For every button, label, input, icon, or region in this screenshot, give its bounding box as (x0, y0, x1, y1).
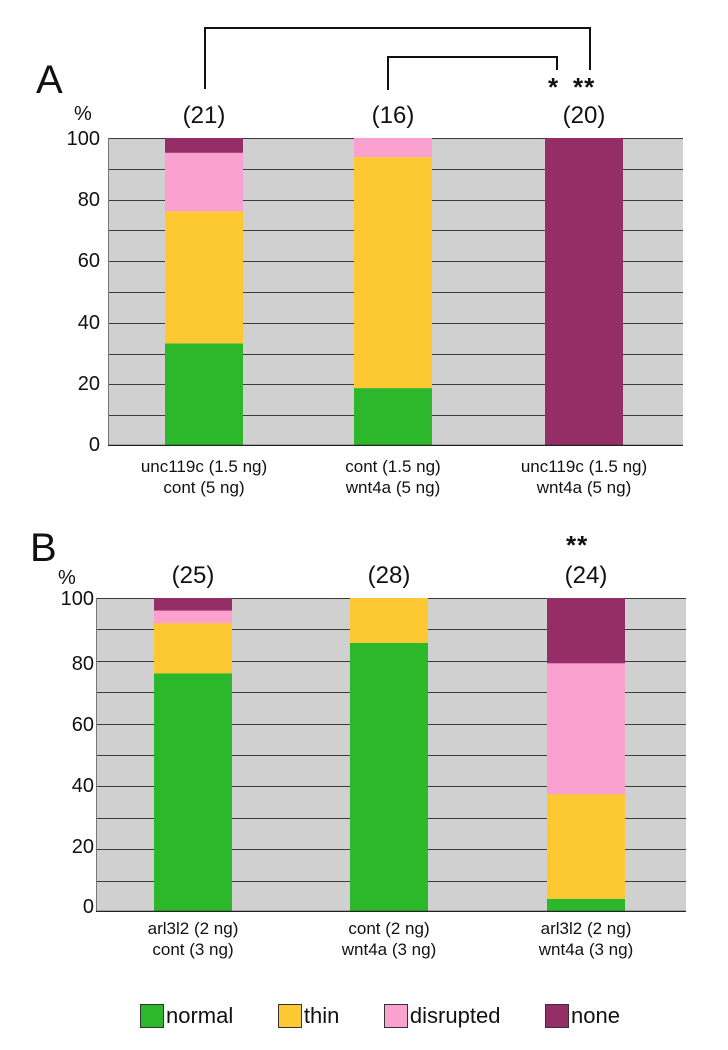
legend-swatch-disrupted (383, 1004, 408, 1028)
panel-b-bar-1-thin (154, 623, 232, 674)
bracket-lane2-vs-lane3 (387, 56, 558, 90)
panel-a-ytick-20: 20 (77, 373, 100, 395)
panel-a-x-label-2: cont (1.5 ng) wnt4a (5 ng) (293, 456, 493, 498)
panel-b-n-label-3: (24) (564, 562, 608, 589)
panel-a-significance-single: * (548, 72, 560, 102)
legend-item-none: none (545, 1003, 620, 1029)
panel-a-n-label-3: (20) (562, 102, 606, 129)
panel-a-letter: A (36, 58, 63, 102)
bracket-lane1-vs-lane3 (204, 27, 591, 89)
panel-b-x-label-2: cont (2 ng) wnt4a (3 ng) (289, 918, 489, 960)
panel-a-y-unit: % (74, 103, 92, 125)
panel-b-bar-3-none (547, 598, 625, 664)
legend-item-normal: normal (140, 1003, 233, 1029)
panel-b-letter: B (30, 526, 57, 570)
panel-b-bar-1-disrupted (154, 610, 232, 624)
panel-b-n-label-2: (28) (367, 562, 411, 589)
legend-label-none: none (571, 1003, 620, 1028)
panel-b-bar-2-normal (350, 642, 428, 912)
legend-swatch-none (545, 1004, 570, 1028)
panel-b-x-label-2-line2: wnt4a (3 ng) (341, 940, 437, 959)
panel-b-x-label-3: arl3l2 (2 ng) wnt4a (3 ng) (486, 918, 686, 960)
panel-a-significance-brackets (204, 27, 591, 90)
panel-b-ytick-60: 60 (71, 714, 94, 736)
panel-b-bar-1-none (154, 598, 232, 611)
panel-a-ytick-0: 0 (88, 434, 100, 456)
panel-b-significance-double: ** (566, 530, 589, 560)
panel-b-ytick-0: 0 (82, 896, 94, 918)
panel-a-bar-1-thin (165, 211, 243, 344)
legend-item-disrupted: disrupted (383, 1003, 501, 1029)
panel-a-bar-2-disrupted (354, 138, 432, 158)
panel-a-x-label-3-line1: unc119c (1.5 ng) (520, 457, 648, 476)
panel-b-bar-3-disrupted (547, 663, 625, 795)
panel-b-ytick-40: 40 (71, 775, 94, 797)
panel-b-bar-3-normal (547, 898, 625, 912)
panel-b-x-label-2-line1: cont (2 ng) (348, 919, 430, 938)
panel-a-ytick-100: 100 (66, 128, 100, 150)
panel-b-y-unit: % (58, 567, 76, 589)
panel-a-significance-double: ** (573, 72, 596, 102)
panel-a-ytick-60: 60 (77, 250, 100, 272)
panel-a-n-label-2: (16) (371, 102, 415, 129)
panel-a-plot (108, 138, 683, 446)
panel-b-bar-1-normal (154, 673, 232, 912)
panel-a-x-label-2-line2: wnt4a (5 ng) (345, 478, 441, 497)
panel-b-x-label-1-line1: arl3l2 (2 ng) (147, 919, 239, 938)
legend-label-disrupted: disrupted (409, 1003, 501, 1028)
panel-a-bar-3-none (545, 138, 623, 446)
panel-b-ytick-20: 20 (71, 836, 94, 858)
panel-a-n-label-1: (21) (182, 102, 226, 129)
panel-a-bar-1-disrupted (165, 152, 243, 212)
panel-a-bar-2-normal (354, 388, 432, 446)
panel-a-x-label-1-line1: unc119c (1.5 ng) (140, 457, 268, 476)
panel-b-x-label-1-line2: cont (3 ng) (152, 940, 234, 959)
panel-b-bar-3-thin (547, 794, 625, 899)
panel-b-x-label-3-line2: wnt4a (3 ng) (538, 940, 634, 959)
panel-b-ytick-80: 80 (71, 653, 94, 675)
legend-swatch-thin (277, 1004, 302, 1028)
legend-swatch-normal (140, 1004, 164, 1028)
panel-a-x-label-1: unc119c (1.5 ng) cont (5 ng) (104, 456, 304, 498)
legend-label-normal: normal (166, 1003, 234, 1028)
panel-b-x-label-3-line1: arl3l2 (2 ng) (540, 919, 632, 938)
panel-a-bar-1-none (165, 138, 243, 153)
panel-a-x-label-1-line2: cont (5 ng) (163, 478, 245, 497)
panel-a-ytick-80: 80 (77, 189, 100, 211)
legend-label-thin: thin (303, 1003, 340, 1028)
panel-a-ytick-40: 40 (77, 312, 100, 334)
legend-item-thin: thin (277, 1003, 340, 1029)
panel-a-x-label-2-line1: cont (1.5 ng) (345, 457, 441, 476)
panel-b-plot (96, 598, 686, 912)
panel-a-bar-2-thin (354, 157, 432, 389)
panel-b-ytick-100: 100 (60, 588, 94, 610)
panel-b-x-label-1: arl3l2 (2 ng) cont (3 ng) (93, 918, 293, 960)
panel-a-x-label-3-line2: wnt4a (5 ng) (536, 478, 632, 497)
panel-b-n-label-1: (25) (171, 562, 215, 589)
panel-a-x-label-3: unc119c (1.5 ng) wnt4a (5 ng) (484, 456, 684, 498)
panel-a-bar-1-normal (165, 343, 243, 446)
panel-b-bar-2-thin (350, 598, 428, 643)
legend: normal thin disrupted none (140, 1000, 620, 1032)
